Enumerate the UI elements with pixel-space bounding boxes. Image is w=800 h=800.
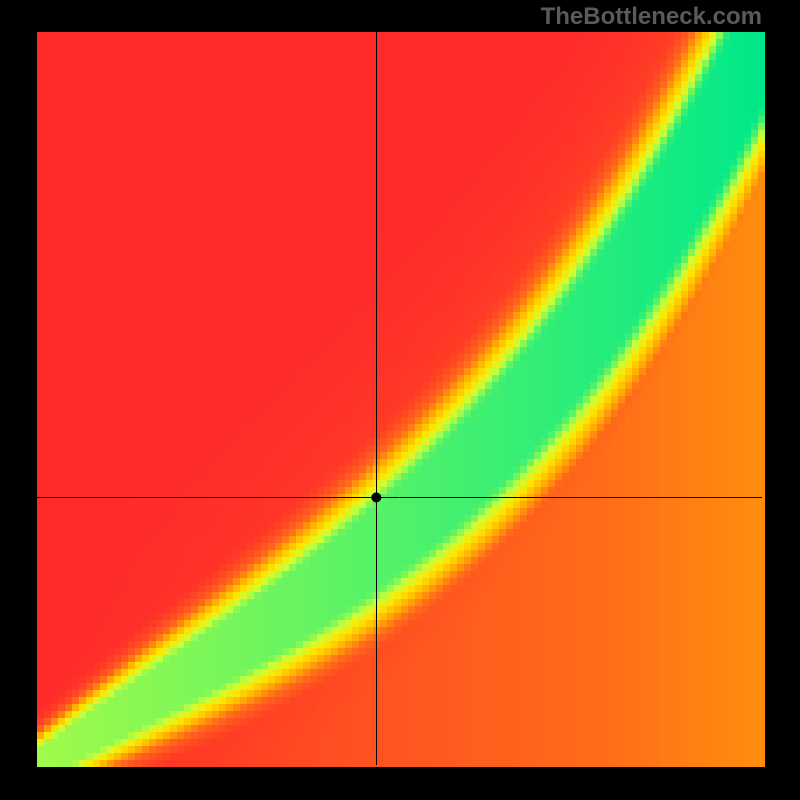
bottleneck-heatmap	[0, 0, 800, 800]
chart-container: TheBottleneck.com	[0, 0, 800, 800]
watermark-text: TheBottleneck.com	[541, 3, 762, 31]
